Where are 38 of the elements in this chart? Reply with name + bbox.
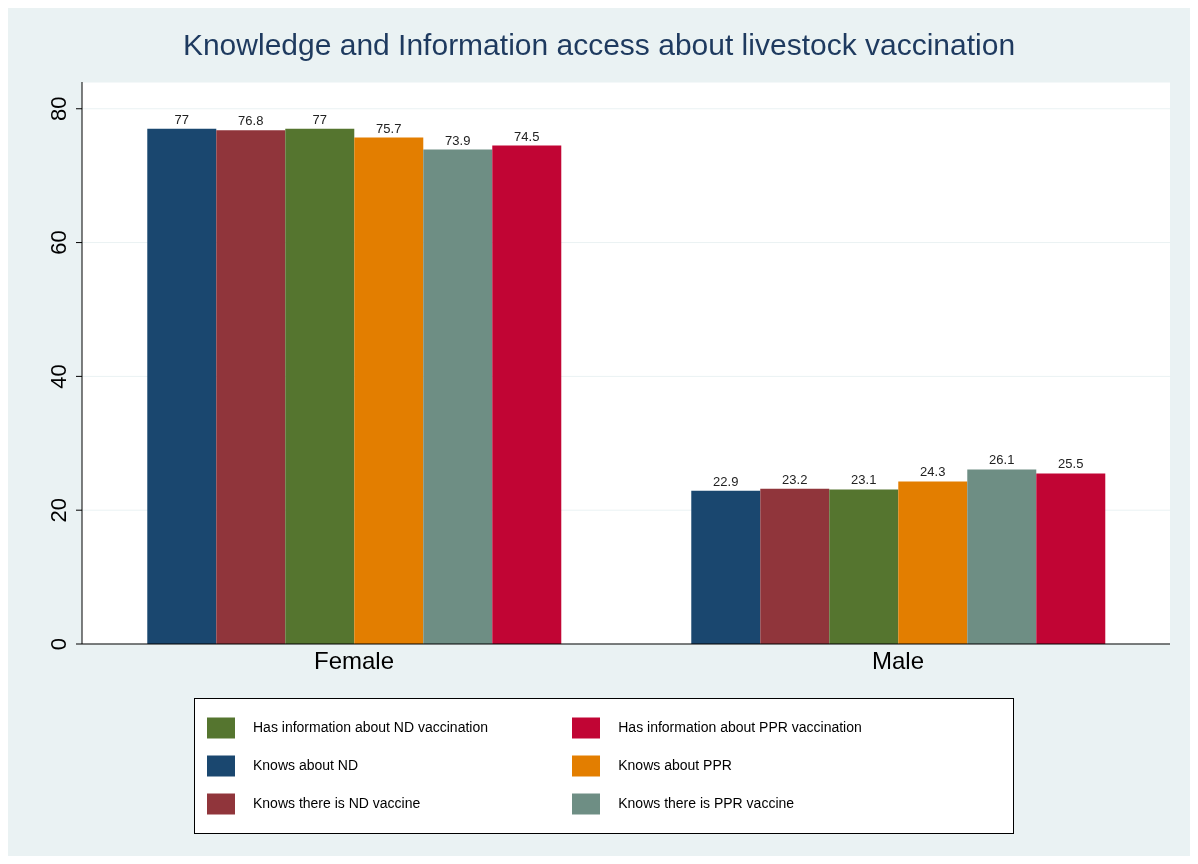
- legend-label: Knows about PPR: [618, 757, 732, 774]
- bar: [147, 128, 217, 644]
- data-label: 75.7: [376, 120, 402, 136]
- legend-label: Knows about ND: [253, 757, 359, 774]
- legend-label: Has information about PPR vaccination: [618, 719, 862, 736]
- y-tick-label: 60: [46, 230, 71, 255]
- bar: [216, 130, 286, 644]
- data-label: 23.2: [782, 471, 808, 487]
- data-label: 73.9: [445, 132, 471, 148]
- bar: [423, 149, 493, 644]
- chart-title: Knowledge and Information access about livestock vaccination: [181, 27, 1017, 63]
- bar: [691, 490, 761, 644]
- data-label: 23.1: [851, 472, 877, 488]
- data-label: 24.3: [920, 464, 946, 480]
- bar: [492, 145, 562, 644]
- bar: [967, 469, 1037, 644]
- data-label: 26.1: [989, 452, 1015, 468]
- legend-label: Has information about ND vaccination: [253, 719, 489, 736]
- y-tick-label: 0: [46, 637, 71, 651]
- bar: [829, 489, 899, 644]
- legend-label: Knows there is PPR vaccine: [618, 795, 795, 812]
- data-label: 74.5: [514, 128, 540, 144]
- legend-label: Knows there is ND vaccine: [253, 795, 421, 812]
- bar: [898, 481, 968, 644]
- y-tick-label: 40: [46, 364, 71, 389]
- data-label: 22.9: [713, 473, 739, 489]
- x-tick-label: Male: [871, 647, 925, 675]
- data-label: 76.8: [238, 113, 264, 129]
- bar: [354, 137, 424, 644]
- data-label: 77: [174, 111, 190, 127]
- bar: [760, 488, 830, 644]
- y-tick-label: 20: [46, 497, 71, 523]
- bar: [1036, 473, 1106, 644]
- y-tick-label: 80: [46, 96, 71, 121]
- data-label: 77: [312, 111, 328, 127]
- x-tick-label: Female: [313, 647, 395, 675]
- bar: [285, 128, 355, 644]
- data-label: 25.5: [1058, 456, 1084, 472]
